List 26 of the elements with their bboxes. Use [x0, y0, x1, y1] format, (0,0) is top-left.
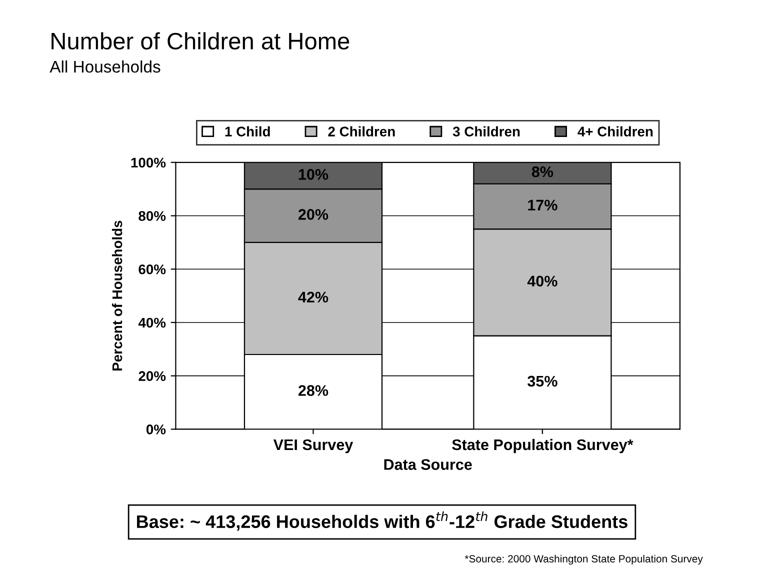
- text: Base: ~ 413,256 Households with 6$^{th}$-12$^{th}$ Grade Students: [137, 511, 628, 531]
- data-label: 20%: [298, 209, 328, 220]
- y-axis-title: Percent of Households: [112, 220, 122, 370]
- data-label: 40%: [527, 276, 558, 287]
- legend-label: 1 Child: [225, 126, 270, 136]
- y-tick-label: 100%: [131, 158, 166, 168]
- y-tick-label: 20%: [138, 371, 166, 382]
- legend-label: 4+ Children: [578, 126, 653, 136]
- data-label: 8%: [532, 166, 554, 178]
- data-label: 10%: [298, 169, 328, 180]
- x-axis-title: Data Source: [384, 459, 472, 470]
- x-tick-label: State Population Survey*: [452, 438, 634, 454]
- data-label: 28%: [298, 385, 328, 396]
- chart-title: Number of Children at Home: [52, 32, 350, 50]
- text: *Source: 2000 Washington State Population Survey: [464, 554, 703, 565]
- data-label: 42%: [298, 292, 328, 303]
- legend-label: 2 Children: [328, 126, 395, 136]
- y-tick-label: 80%: [138, 211, 166, 221]
- chart-subtitle: All Households: [50, 60, 160, 73]
- y-tick-label: 0%: [146, 424, 166, 434]
- y-tick-label: 40%: [138, 318, 166, 328]
- data-label: 17%: [528, 200, 558, 210]
- legend-label: 3 Children: [452, 126, 520, 136]
- data-label: 35%: [528, 376, 558, 387]
- x-tick-label: VEI Survey: [273, 439, 354, 454]
- y-tick-label: 60%: [138, 264, 166, 274]
